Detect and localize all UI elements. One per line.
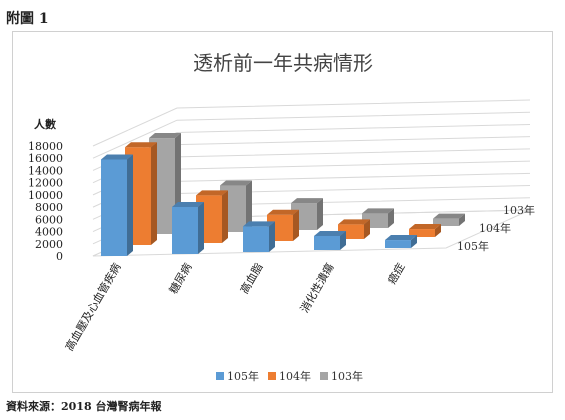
y-tick-label: 12000 bbox=[28, 177, 63, 190]
bar-top bbox=[196, 190, 228, 196]
x-tick-label: 糖尿病 bbox=[166, 261, 195, 297]
gridline bbox=[92, 99, 531, 147]
bar-side bbox=[198, 201, 204, 254]
bar-side bbox=[388, 208, 394, 228]
legend-label: 105年 bbox=[227, 369, 259, 383]
bar-top bbox=[409, 224, 441, 230]
bar-top bbox=[172, 201, 204, 207]
bar-top bbox=[101, 154, 133, 160]
y-tick-label: 16000 bbox=[28, 152, 63, 165]
bar-top bbox=[314, 230, 346, 236]
bar bbox=[172, 201, 204, 254]
y-tick-label: 0 bbox=[56, 250, 63, 263]
y-tick-label: 4000 bbox=[35, 226, 63, 239]
legend-swatch bbox=[268, 372, 276, 380]
bar-top bbox=[338, 219, 370, 225]
x-tick-label: 高血脂 bbox=[237, 261, 266, 297]
bar bbox=[314, 230, 346, 250]
bar-top bbox=[220, 180, 252, 186]
bar-front bbox=[243, 226, 269, 252]
bar-front bbox=[385, 240, 411, 248]
chart-frame: 透析前一年共病情形 人數 0 2000 4000 6000 8000 10000 12000… bbox=[12, 31, 553, 393]
bar-side bbox=[435, 224, 441, 237]
legend-label: 103年 bbox=[331, 369, 363, 383]
y-tick-label: 18000 bbox=[28, 140, 63, 153]
bar-top bbox=[385, 235, 417, 241]
x-tick-label: 高血壓及心血管疾病 bbox=[62, 261, 124, 354]
bar bbox=[243, 221, 275, 252]
bar-front bbox=[433, 218, 459, 226]
series-depth-label: 103年 bbox=[503, 203, 535, 217]
bar-top bbox=[433, 213, 465, 219]
bar-side bbox=[127, 154, 133, 256]
legend-label: 104年 bbox=[279, 369, 311, 383]
bar-top bbox=[149, 133, 181, 139]
legend-swatch bbox=[216, 372, 224, 380]
y-tick-label: 10000 bbox=[28, 189, 63, 202]
bar-front bbox=[101, 159, 127, 256]
bar-side bbox=[222, 190, 228, 243]
bar-side bbox=[364, 219, 370, 239]
chart-title: 透析前一年共病情形 bbox=[193, 51, 373, 75]
bar-side bbox=[317, 198, 323, 230]
y-tick-label: 6000 bbox=[35, 213, 63, 226]
series-depth-label: 105年 bbox=[457, 239, 489, 253]
bar-front bbox=[314, 235, 340, 250]
bar-top bbox=[243, 221, 275, 227]
bar-side bbox=[293, 209, 299, 241]
figure-label: 附圖 1 bbox=[6, 11, 49, 27]
x-tick-label: 癌症 bbox=[384, 261, 407, 287]
bar-side bbox=[340, 230, 346, 250]
bar-top bbox=[291, 198, 323, 204]
bar bbox=[385, 235, 417, 248]
x-tick-label: 消化性潰瘍 bbox=[297, 261, 337, 316]
bar-top bbox=[125, 142, 157, 148]
bar-side bbox=[269, 221, 275, 252]
bar-side bbox=[246, 180, 252, 232]
bar-side bbox=[459, 213, 465, 226]
bar-top bbox=[362, 208, 394, 214]
bar-front bbox=[172, 206, 198, 254]
series-depth-label: 104年 bbox=[479, 221, 511, 235]
bars-layer bbox=[101, 133, 465, 256]
legend-swatch bbox=[320, 372, 328, 380]
bar bbox=[101, 154, 133, 256]
source-note: 資料來源：2018 台灣腎病年報 bbox=[6, 400, 162, 413]
legend: 105年 104年 103年 bbox=[216, 369, 363, 383]
bar bbox=[433, 213, 465, 226]
y-axis-label: 人數 bbox=[34, 117, 56, 131]
chart-svg: 透析前一年共病情形 人數 020004000600080001000012000… bbox=[28, 51, 535, 383]
y-tick-label: 14000 bbox=[28, 164, 63, 177]
bar bbox=[409, 224, 441, 237]
bar-top bbox=[267, 209, 299, 215]
gridline bbox=[92, 111, 531, 159]
y-tick-label: 2000 bbox=[35, 238, 63, 251]
y-tick-label: 8000 bbox=[35, 201, 63, 214]
bar-front bbox=[409, 229, 435, 237]
bar-side bbox=[151, 142, 157, 245]
bar-side bbox=[411, 235, 417, 248]
